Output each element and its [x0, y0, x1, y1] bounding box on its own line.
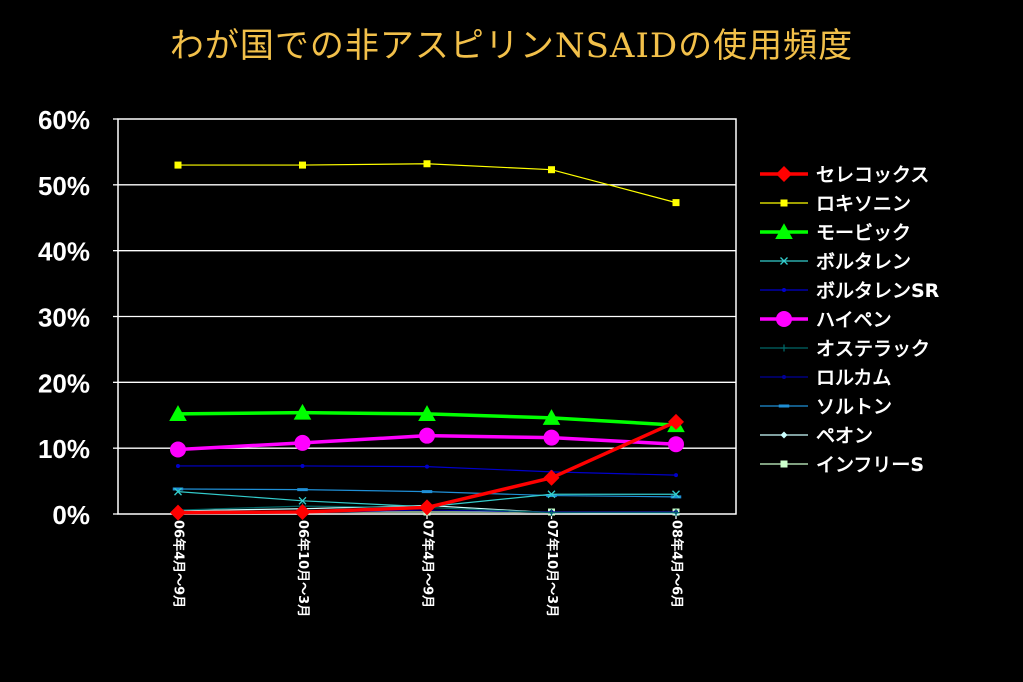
- y-tick-label: 10%: [38, 434, 90, 464]
- data-point-dash: [670, 495, 682, 499]
- x-tick-label: 07年4月～9月: [420, 520, 436, 608]
- data-point-cross: [547, 490, 556, 499]
- y-tick-label: 0%: [52, 500, 90, 530]
- data-point-cross: [298, 496, 307, 505]
- data-point-dash: [297, 488, 308, 492]
- data-point-circle: [776, 311, 792, 327]
- data-point-circle: [543, 429, 560, 446]
- x-tick-label: 07年10月～3月: [544, 520, 560, 617]
- data-point-diamond: [170, 504, 186, 521]
- series-lines: [169, 160, 685, 521]
- data-point-circle: [668, 436, 684, 453]
- data-point-diamond: [780, 431, 788, 439]
- y-tick-label: 40%: [38, 237, 90, 267]
- data-point-diamond: [419, 499, 435, 516]
- legend-entry: ペオン: [760, 425, 873, 447]
- data-point-diamond: [668, 413, 684, 430]
- y-tick-label: 60%: [38, 105, 90, 135]
- data-point-cross: [780, 257, 788, 265]
- data-point-square: [780, 199, 788, 207]
- data-point-triangle: [418, 405, 436, 421]
- series-2: [174, 160, 680, 207]
- series-line: [178, 163, 677, 204]
- data-point-plus: [672, 509, 680, 517]
- data-point-dash: [546, 494, 557, 498]
- data-point-square: [299, 161, 306, 169]
- data-point-circle: [419, 427, 435, 444]
- legend-label: ボルタレンSR: [816, 280, 940, 302]
- legend-label: インフリーS: [816, 454, 924, 476]
- data-point-dot: [674, 473, 678, 478]
- data-point-dash: [778, 404, 790, 408]
- series-5: [176, 463, 678, 478]
- data-point-diamond: [543, 469, 560, 486]
- y-tick-label: 50%: [38, 171, 90, 201]
- data-point-cross: [174, 487, 182, 496]
- data-point-dot: [782, 375, 786, 379]
- data-point-triangle: [169, 405, 187, 421]
- data-point-triangle: [775, 223, 793, 240]
- legend-entry: セレコックス: [760, 164, 929, 186]
- legend-label: ロルカム: [816, 367, 891, 389]
- data-point-square: [548, 166, 555, 174]
- legend-label: ペオン: [816, 425, 873, 447]
- data-point-triangle: [542, 409, 561, 425]
- legend-entry: オステラック: [760, 338, 930, 360]
- data-point-triangle: [293, 403, 312, 420]
- series-6: [170, 427, 684, 458]
- x-tick-label: 06年10月～3月: [295, 520, 311, 617]
- data-point-circle: [170, 441, 186, 458]
- legend-entry: ボルタレン: [760, 251, 911, 273]
- legend-label: モービック: [816, 222, 911, 244]
- series-1: [170, 413, 684, 521]
- data-point-plus: [780, 344, 788, 352]
- data-point-diamond: [776, 166, 792, 182]
- data-point-dash: [172, 487, 184, 491]
- data-point-plus: [548, 509, 555, 517]
- series-9: [172, 487, 682, 499]
- chart-title: わが国での非アスピリンNSAIDの使用頻度: [169, 26, 854, 66]
- data-point-dot: [176, 463, 180, 468]
- data-point-dot: [425, 464, 429, 469]
- data-point-square: [174, 161, 182, 169]
- x-axis: 06年4月～9月 06年10月～3月 07年4月～9月 07年10月～3月 08年4月～…: [171, 514, 685, 617]
- x-tick-label: 08年4月～6月: [669, 520, 685, 608]
- legend-entry: ロルカム: [760, 367, 891, 389]
- y-tick-label: 30%: [38, 303, 90, 333]
- y-tick-label: 20%: [38, 368, 90, 398]
- legend-label: オステラック: [816, 338, 930, 360]
- data-point-cross: [672, 490, 680, 499]
- legend-entry: インフリーS: [760, 454, 924, 476]
- legend-label: ロキソニン: [816, 193, 911, 215]
- data-point-square: [780, 460, 788, 468]
- data-point-square: [423, 160, 431, 168]
- data-point-dot: [300, 463, 305, 468]
- data-point-square: [672, 199, 680, 207]
- legend-label: ハイペン: [816, 309, 892, 331]
- x-tick-label: 06年4月～9月: [171, 520, 187, 608]
- legend-entry: モービック: [760, 222, 911, 244]
- legend-label: セレコックス: [816, 164, 929, 186]
- legend-entry: ソルトン: [760, 396, 892, 418]
- legend-entry: ハイペン: [760, 309, 892, 331]
- data-point-circle: [294, 434, 311, 451]
- legend-label: ソルトン: [816, 396, 892, 418]
- data-point-diamond: [294, 504, 311, 521]
- legend-label: ボルタレン: [816, 251, 911, 273]
- legend-entry: ボルタレンSR: [760, 280, 940, 302]
- data-point-dash: [421, 490, 433, 494]
- y-axis: 0% 10% 20% 30% 40% 50% 60%: [38, 105, 118, 530]
- data-point-dot: [782, 288, 786, 292]
- legend-entry: ロキソニン: [760, 193, 911, 215]
